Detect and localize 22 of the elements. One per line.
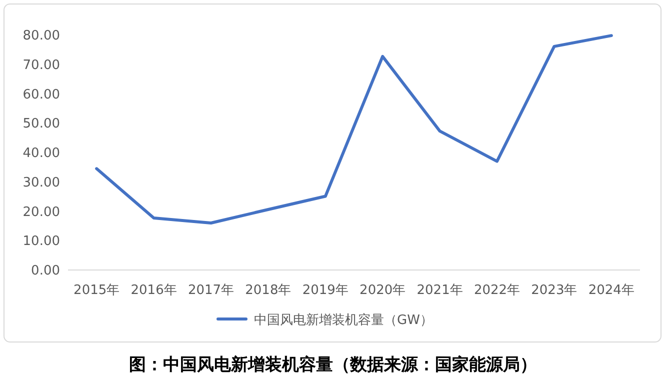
x-tick-label: 2015年 <box>74 283 120 298</box>
x-tick-label: 2021年 <box>416 283 463 298</box>
x-tick-label: 2016年 <box>130 283 177 298</box>
x-tick-label: 2018年 <box>245 283 292 298</box>
y-tick-label: 60.00 <box>22 87 60 102</box>
y-tick-label: 50.00 <box>22 116 60 132</box>
y-tick-label: 30.00 <box>22 175 60 190</box>
y-tick-label: 40.00 <box>22 146 60 161</box>
y-tick-label: 10.00 <box>22 234 60 250</box>
text: 图：中国风电新增装机容量（数据来源：国家能源局） <box>129 355 537 375</box>
x-tick-label: 2023年 <box>531 283 578 298</box>
x-tick-label: 2022年 <box>474 283 520 298</box>
y-tick-label: 70.00 <box>22 58 60 73</box>
y-tick-label: 20.00 <box>22 204 60 220</box>
x-tick-label: 2019年 <box>302 283 348 298</box>
y-tick-label: 80.00 <box>22 28 60 44</box>
x-tick-label: 2017年 <box>188 283 234 298</box>
legend-label: 中国风电新增装机容量（GW） <box>254 312 433 328</box>
line-series <box>95 34 613 224</box>
x-tick-label: 2024年 <box>588 283 634 298</box>
x-tick-label: 2020年 <box>360 283 406 298</box>
y-tick-label: 0.00 <box>31 264 60 278</box>
